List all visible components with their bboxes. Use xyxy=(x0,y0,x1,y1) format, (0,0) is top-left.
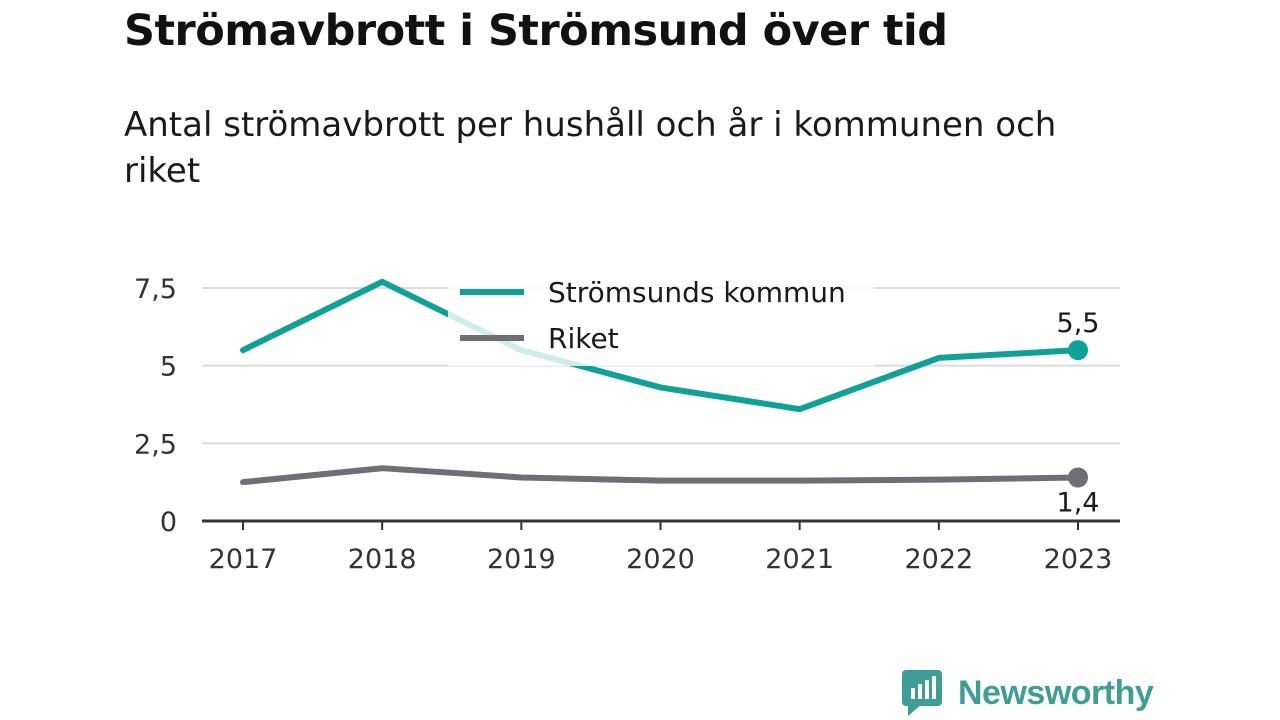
legend: Strömsunds kommun Riket xyxy=(448,268,874,366)
x-tick-label: 2023 xyxy=(1044,544,1113,575)
end-value-label: 5,5 xyxy=(1057,308,1100,339)
x-tick-label: 2019 xyxy=(487,544,556,575)
legend-background xyxy=(448,268,874,366)
x-tick-label: 2017 xyxy=(209,544,278,575)
legend-label: Riket xyxy=(548,322,619,355)
x-tick-label: 2021 xyxy=(765,544,834,575)
series-layer: 5,5 1,4 xyxy=(240,278,1100,519)
series-line-stromsunds-kommun xyxy=(240,278,1081,413)
series-end-point xyxy=(1068,340,1088,361)
chart-subtitle: Antal strömavbrott per hushåll och år i … xyxy=(124,105,1057,191)
x-tick-label: 2022 xyxy=(904,544,973,575)
y-tick-label: 5 xyxy=(160,352,177,383)
bar-chart-speech-bubble-icon xyxy=(902,670,942,716)
newsworthy-brand[interactable]: Newsworthy xyxy=(902,670,1154,716)
x-tick-label: 2020 xyxy=(626,544,695,575)
series-line-riket xyxy=(240,465,1081,486)
legend-label: Strömsunds kommun xyxy=(548,276,846,309)
x-tick-label: 2018 xyxy=(348,544,417,575)
y-axis-ticks: 0 2,5 5 7,5 xyxy=(134,274,177,538)
x-axis-ticks: 2017 2018 2019 2020 2021 2022 2023 xyxy=(209,521,1113,575)
series-end-point xyxy=(1068,467,1088,488)
brand-name: Newsworthy xyxy=(958,673,1154,712)
chart-title: Strömavbrott i Strömsund över tid xyxy=(124,6,948,56)
end-value-label: 1,4 xyxy=(1057,488,1100,519)
y-tick-label: 2,5 xyxy=(134,429,177,460)
y-tick-label: 7,5 xyxy=(134,274,177,305)
y-tick-label: 0 xyxy=(160,507,177,538)
